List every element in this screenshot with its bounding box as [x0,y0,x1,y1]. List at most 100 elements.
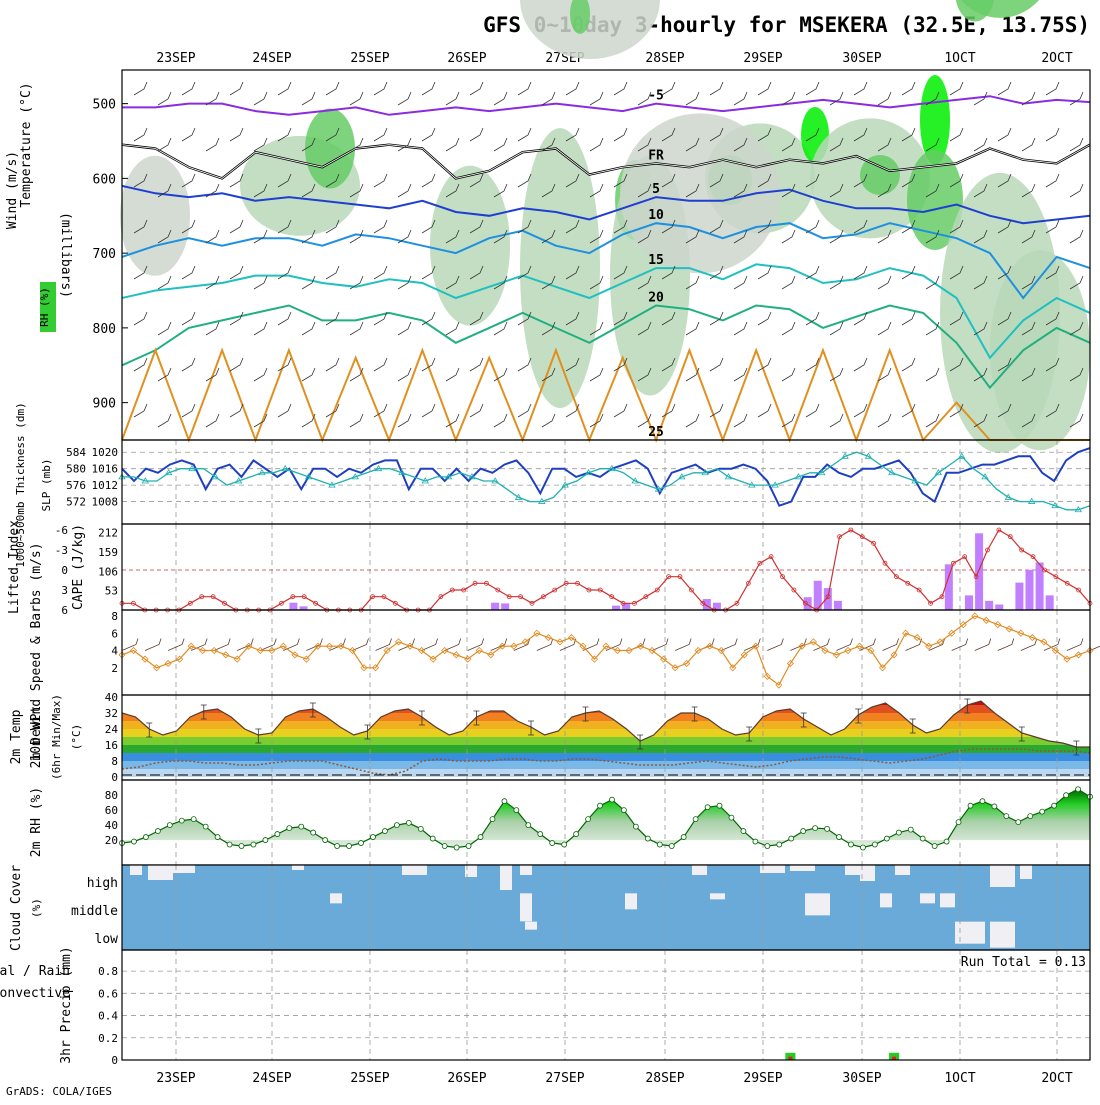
wind-barb [997,127,1012,142]
wind-point [556,638,564,646]
rh-point [752,838,759,845]
wind-barb [925,229,940,244]
precip-total-bar [889,1052,900,1060]
temp-band [122,769,1090,777]
thickness-marker [958,452,966,459]
rh-point [1027,813,1034,820]
wind-barb [733,183,748,198]
wind-barb [997,265,1012,280]
wind-point [1074,651,1083,659]
rh-point [967,802,974,809]
rh-point [513,807,520,814]
wind-barb [133,173,148,188]
wind-barb [301,229,316,244]
date-label-bottom: 28SEP [645,1071,684,1086]
wind-barb [445,413,460,428]
li-point [495,587,501,593]
wind-barb [277,403,292,418]
wind-barb [829,367,844,382]
wind-barb [757,265,772,280]
wind-barb [229,81,244,96]
wind-barb [973,321,988,336]
rh-point [453,844,460,851]
surface-barb [513,638,531,651]
wind-point [786,659,794,668]
rh-point [692,816,699,823]
cape-bar [1015,582,1024,610]
wind-barb [1021,367,1036,382]
thickness-marker [234,477,243,484]
surface-barb [1089,645,1100,651]
thickness-marker [1051,501,1059,509]
isotherm-label: FR [648,148,664,163]
wind-barb [661,173,676,188]
li-point [939,594,945,600]
wind-barb [925,183,940,198]
wind-barb [421,357,436,372]
wind-point [176,655,184,663]
thickness-tick: 580 [66,463,86,476]
precip-tick: 0.8 [98,965,118,978]
wind-barb [229,173,244,188]
rh-point [250,841,257,848]
wind-barb [493,183,508,198]
wind-barb [709,357,724,372]
li-point [837,534,842,540]
rh-point [704,804,711,811]
wind-barb [973,229,988,244]
temp-minmax [855,708,862,724]
precip-tick: 0.4 [98,1010,118,1023]
wind-barb [229,265,244,280]
wind-barb [973,91,988,106]
wind-barb [205,275,220,290]
li-point [802,600,808,606]
wind-barb [229,311,244,326]
wind-barb [613,127,628,142]
li-point [916,587,922,593]
wind-barb [925,367,940,382]
wind-barb [373,81,388,96]
thickness-marker [258,469,266,476]
precip-rain-label: Total / Rain [0,964,70,979]
temp-minmax [364,724,371,740]
thickness-axis-label: 1000~500mb Thickness (dm) [14,402,27,568]
rh-point [609,796,615,803]
wind-point [1051,646,1059,655]
wind-point [325,642,333,650]
wind-barb [301,321,316,336]
wind-barb [445,137,460,152]
wind-barb [901,173,916,188]
wind-barb [517,357,532,372]
wind-point [648,646,656,655]
wind-barb [781,367,796,382]
rh-tick: 20 [105,834,118,847]
wind-barb [805,403,820,418]
wind-barb [1069,367,1084,382]
wind-barb [877,229,892,244]
wind-barb [493,321,508,336]
wind-barb [253,229,268,244]
li-tick: -6 [55,524,68,537]
rh-point [131,838,137,845]
temp-minmax [746,726,753,742]
wind-tick: 8 [111,610,118,623]
temp-band [122,721,1090,729]
temp-band [122,713,1090,721]
wind-barb [565,219,580,234]
wind-barb [565,357,580,372]
wind-barb [493,137,508,152]
surface-barb [1066,638,1084,651]
wind-barb [445,275,460,290]
wind-barb [709,219,724,234]
isotherm-10 [121,222,1091,300]
temp-minmax [691,706,698,722]
wind-point [383,646,391,655]
wind-barb [325,311,340,326]
thickness-marker [421,477,429,484]
wind-barb [421,219,436,234]
wind-barb [397,413,412,428]
rh-point [656,841,663,848]
li-point [609,594,615,600]
pressure-tick: 900 [93,397,116,412]
thickness-marker [444,473,453,480]
